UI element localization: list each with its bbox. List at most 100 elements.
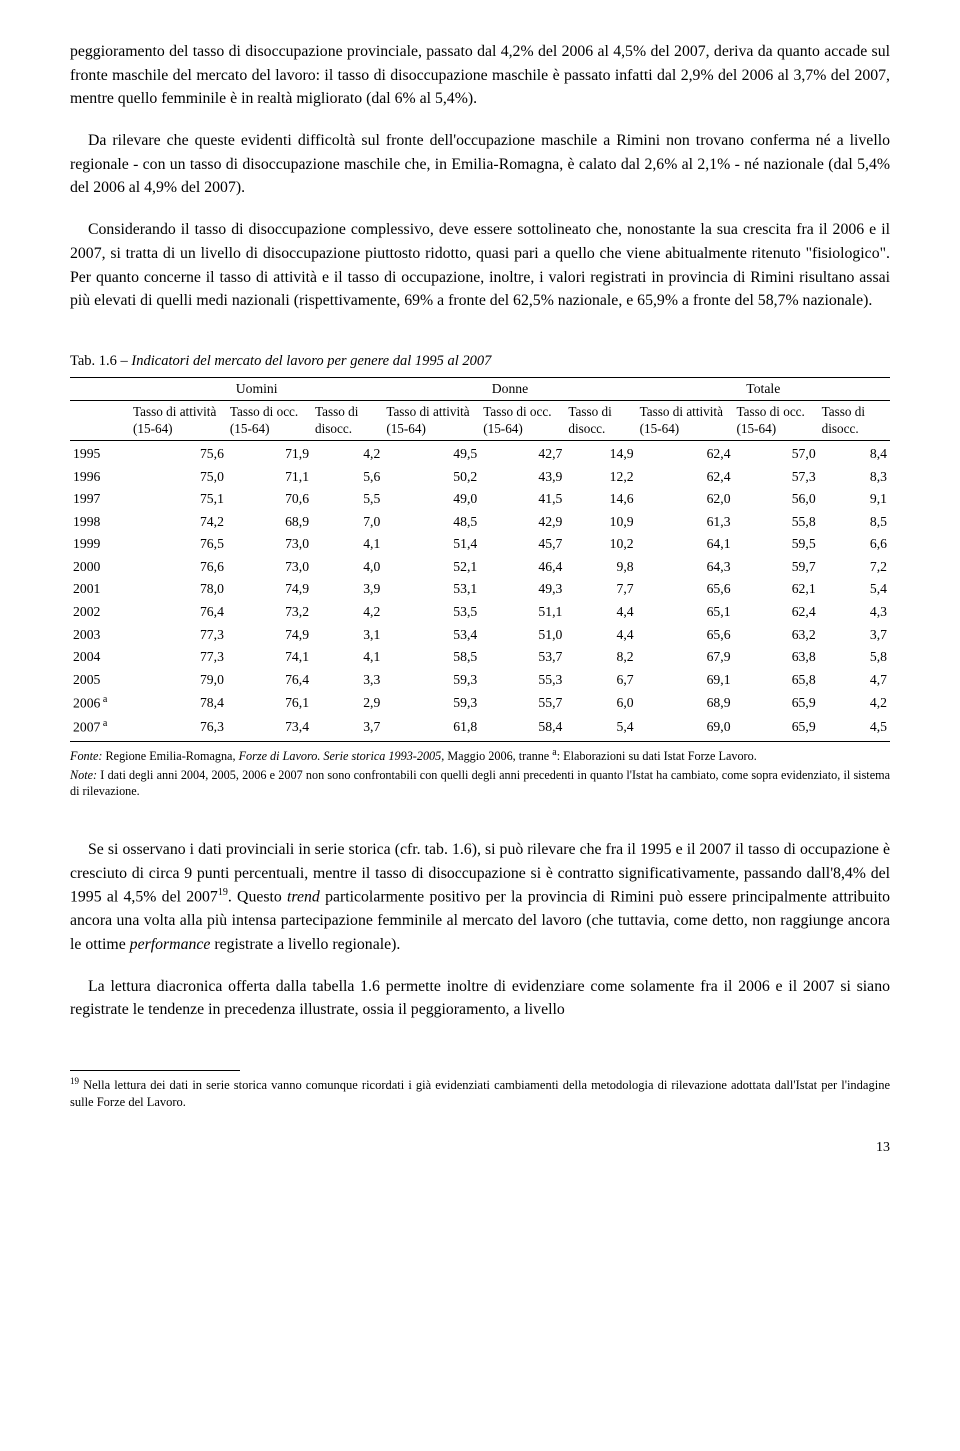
year-cell: 1997	[70, 488, 130, 511]
value-cell: 73,2	[227, 601, 312, 624]
text: La lettura diacronica offerta dalla tabe…	[70, 978, 890, 1019]
value-cell: 75,6	[130, 441, 227, 466]
value-cell: 9,1	[819, 488, 890, 511]
value-cell: 62,4	[637, 466, 734, 489]
value-cell: 65,9	[734, 691, 819, 715]
value-cell: 70,6	[227, 488, 312, 511]
fonte-label: Fonte:	[70, 749, 103, 763]
value-cell: 8,5	[819, 511, 890, 534]
text: . Questo	[228, 889, 287, 906]
table-row: 2006 a78,476,12,959,355,76,068,965,94,2	[70, 691, 890, 715]
value-cell: 77,3	[130, 646, 227, 669]
value-cell: 49,5	[383, 441, 480, 466]
value-cell: 4,2	[312, 601, 383, 624]
fonte-text: Regione Emilia-Romagna,	[103, 749, 239, 763]
value-cell: 45,7	[480, 533, 565, 556]
table-row: 199675,071,15,650,243,912,262,457,38,3	[70, 466, 890, 489]
value-cell: 65,6	[637, 624, 734, 647]
value-cell: 55,8	[734, 511, 819, 534]
text: Considerando il tasso di disoccupazione …	[70, 221, 890, 309]
value-cell: 7,7	[565, 578, 636, 601]
year-cell: 2007 a	[70, 715, 130, 742]
value-cell: 5,4	[565, 715, 636, 742]
table-note: Note: I dati degli anni 2004, 2005, 2006…	[70, 767, 890, 800]
value-cell: 56,0	[734, 488, 819, 511]
value-cell: 61,3	[637, 511, 734, 534]
table-row: 199874,268,97,048,542,910,961,355,88,5	[70, 511, 890, 534]
caption-title: Indicatori del mercato del lavoro per ge…	[131, 353, 491, 369]
value-cell: 61,8	[383, 715, 480, 742]
value-cell: 42,9	[480, 511, 565, 534]
year-cell: 2001	[70, 578, 130, 601]
value-cell: 4,2	[819, 691, 890, 715]
value-cell: 65,1	[637, 601, 734, 624]
paragraph-1: peggioramento del tasso di disoccupazion…	[70, 40, 890, 111]
value-cell: 49,3	[480, 578, 565, 601]
value-cell: 59,3	[383, 669, 480, 692]
col-header: Tasso di occ. (15-64)	[734, 401, 819, 441]
value-cell: 73,0	[227, 556, 312, 579]
value-cell: 62,4	[734, 601, 819, 624]
italic-trend: trend	[287, 889, 320, 906]
table-row: 200579,076,43,359,355,36,769,165,84,7	[70, 669, 890, 692]
note-label: Note:	[70, 768, 97, 782]
value-cell: 74,9	[227, 624, 312, 647]
year-cell: 2002	[70, 601, 130, 624]
value-cell: 77,3	[130, 624, 227, 647]
value-cell: 10,9	[565, 511, 636, 534]
value-cell: 3,7	[312, 715, 383, 742]
footnote-separator	[70, 1070, 240, 1071]
col-header: Tasso di attività (15-64)	[130, 401, 227, 441]
col-header: Tasso di occ. (15-64)	[480, 401, 565, 441]
value-cell: 50,2	[383, 466, 480, 489]
value-cell: 9,8	[565, 556, 636, 579]
value-cell: 53,1	[383, 578, 480, 601]
value-cell: 55,7	[480, 691, 565, 715]
value-cell: 6,7	[565, 669, 636, 692]
group-header-uomini: Uomini	[130, 377, 383, 401]
value-cell: 73,0	[227, 533, 312, 556]
value-cell: 62,4	[637, 441, 734, 466]
year-cell: 2000	[70, 556, 130, 579]
value-cell: 65,8	[734, 669, 819, 692]
text: Da rilevare che queste evidenti difficol…	[70, 132, 890, 196]
value-cell: 64,3	[637, 556, 734, 579]
value-cell: 4,1	[312, 533, 383, 556]
value-cell: 64,1	[637, 533, 734, 556]
value-cell: 68,9	[227, 511, 312, 534]
fonte-italic: Forze di Lavoro. Serie storica 1993-2005…	[239, 749, 445, 763]
value-cell: 6,0	[565, 691, 636, 715]
table-row: 199775,170,65,549,041,514,662,056,09,1	[70, 488, 890, 511]
fonte-text: Maggio 2006, tranne	[444, 749, 552, 763]
value-cell: 8,4	[819, 441, 890, 466]
year-cell: 1999	[70, 533, 130, 556]
table-row: 200178,074,93,953,149,37,765,662,15,4	[70, 578, 890, 601]
value-cell: 71,9	[227, 441, 312, 466]
value-cell: 51,4	[383, 533, 480, 556]
value-cell: 51,1	[480, 601, 565, 624]
value-cell: 75,1	[130, 488, 227, 511]
footnote-text: Nella lettura dei dati in serie storica …	[70, 1078, 890, 1109]
value-cell: 4,7	[819, 669, 890, 692]
value-cell: 7,2	[819, 556, 890, 579]
value-cell: 76,4	[130, 601, 227, 624]
value-cell: 4,5	[819, 715, 890, 742]
value-cell: 69,1	[637, 669, 734, 692]
value-cell: 43,9	[480, 466, 565, 489]
group-header-donne: Donne	[383, 377, 636, 401]
value-cell: 59,3	[383, 691, 480, 715]
value-cell: 48,5	[383, 511, 480, 534]
value-cell: 78,0	[130, 578, 227, 601]
value-cell: 41,5	[480, 488, 565, 511]
table-row: 199976,573,04,151,445,710,264,159,56,6	[70, 533, 890, 556]
value-cell: 58,5	[383, 646, 480, 669]
page-number: 13	[70, 1137, 890, 1158]
col-header: Tasso di disocc.	[819, 401, 890, 441]
value-cell: 51,0	[480, 624, 565, 647]
value-cell: 74,9	[227, 578, 312, 601]
footnote-num: 19	[70, 1076, 79, 1086]
value-cell: 65,9	[734, 715, 819, 742]
value-cell: 74,1	[227, 646, 312, 669]
value-cell: 57,3	[734, 466, 819, 489]
year-cell: 1995	[70, 441, 130, 466]
